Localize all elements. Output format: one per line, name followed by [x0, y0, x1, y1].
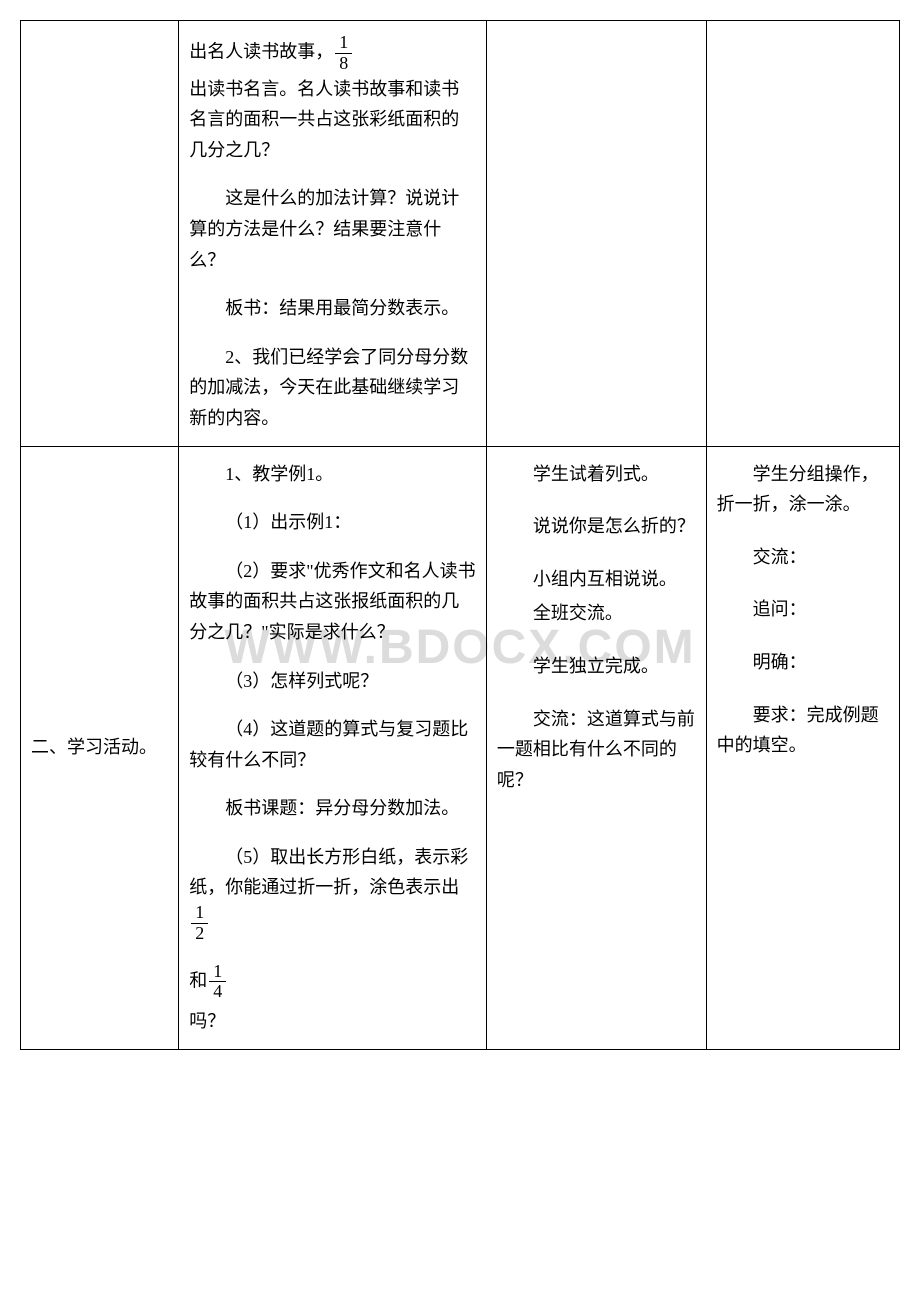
paragraph: 1、教学例1。	[189, 459, 476, 490]
cell-teacher-activity: 出名人读书故事，18出读书名言。名人读书故事和读书名言的面积一共占这张彩纸面积的…	[179, 21, 487, 447]
paragraph: 这是什么的加法计算？说说计算的方法是什么？结果要注意什么？	[189, 183, 476, 275]
paragraph: 学生试着列式。	[497, 459, 696, 490]
paragraph: 全班交流。	[497, 598, 696, 629]
paragraph: （2）要求"优秀作文和名人读书故事的面积共占这张报纸面积的几分之几？"实际是求什…	[189, 556, 476, 648]
cell-student-activity: 学生试着列式。 说说你是怎么折的？ 小组内互相说说。 全班交流。 学生独立完成。…	[486, 446, 706, 1049]
paragraph: 出名人读书故事，18出读书名言。名人读书故事和读书名言的面积一共占这张彩纸面积的…	[189, 33, 476, 165]
paragraph: 学生独立完成。	[497, 651, 696, 682]
paragraph: 学生分组操作，折一折，涂一涂。	[717, 459, 889, 520]
paragraph: （3）怎样列式呢？	[189, 666, 476, 697]
paragraph: 板书：结果用最简分数表示。	[189, 293, 476, 324]
fraction: 12	[191, 903, 208, 944]
cell-notes	[706, 21, 899, 447]
paragraph: 吗？	[189, 1006, 476, 1037]
paragraph: 和14	[189, 962, 476, 1003]
cell-teacher-activity: 1、教学例1。 （1）出示例1： （2）要求"优秀作文和名人读书故事的面积共占这…	[179, 446, 487, 1049]
paragraph: 小组内互相说说。	[497, 564, 696, 595]
cell-student-activity	[486, 21, 706, 447]
fraction: 18	[335, 33, 352, 74]
cell-section-label	[21, 21, 179, 447]
paragraph: （5）取出长方形白纸，表示彩纸，你能通过折一折，涂色表示出12	[189, 842, 476, 944]
paragraph: 追问：	[717, 594, 889, 625]
table-row: 二、学习活动。 1、教学例1。 （1）出示例1： （2）要求"优秀作文和名人读书…	[21, 446, 900, 1049]
cell-section-label: 二、学习活动。	[21, 446, 179, 1049]
paragraph: 要求：完成例题中的填空。	[717, 700, 889, 761]
paragraph: 板书课题：异分母分数加法。	[189, 793, 476, 824]
paragraph: （1）出示例1：	[189, 507, 476, 538]
fraction: 14	[209, 962, 226, 1003]
lesson-plan-table: 出名人读书故事，18出读书名言。名人读书故事和读书名言的面积一共占这张彩纸面积的…	[20, 20, 900, 1050]
paragraph: 2、我们已经学会了同分母分数的加减法，今天在此基础继续学习新的内容。	[189, 342, 476, 434]
paragraph: （4）这道题的算式与复习题比较有什么不同？	[189, 714, 476, 775]
cell-notes: 学生分组操作，折一折，涂一涂。 交流： 追问： 明确： 要求：完成例题中的填空。	[706, 446, 899, 1049]
paragraph: 交流：这道算式与前一题相比有什么不同的呢？	[497, 704, 696, 796]
table-row: 出名人读书故事，18出读书名言。名人读书故事和读书名言的面积一共占这张彩纸面积的…	[21, 21, 900, 447]
paragraph: 交流：	[717, 542, 889, 573]
paragraph: 说说你是怎么折的？	[497, 511, 696, 542]
paragraph: 明确：	[717, 647, 889, 678]
